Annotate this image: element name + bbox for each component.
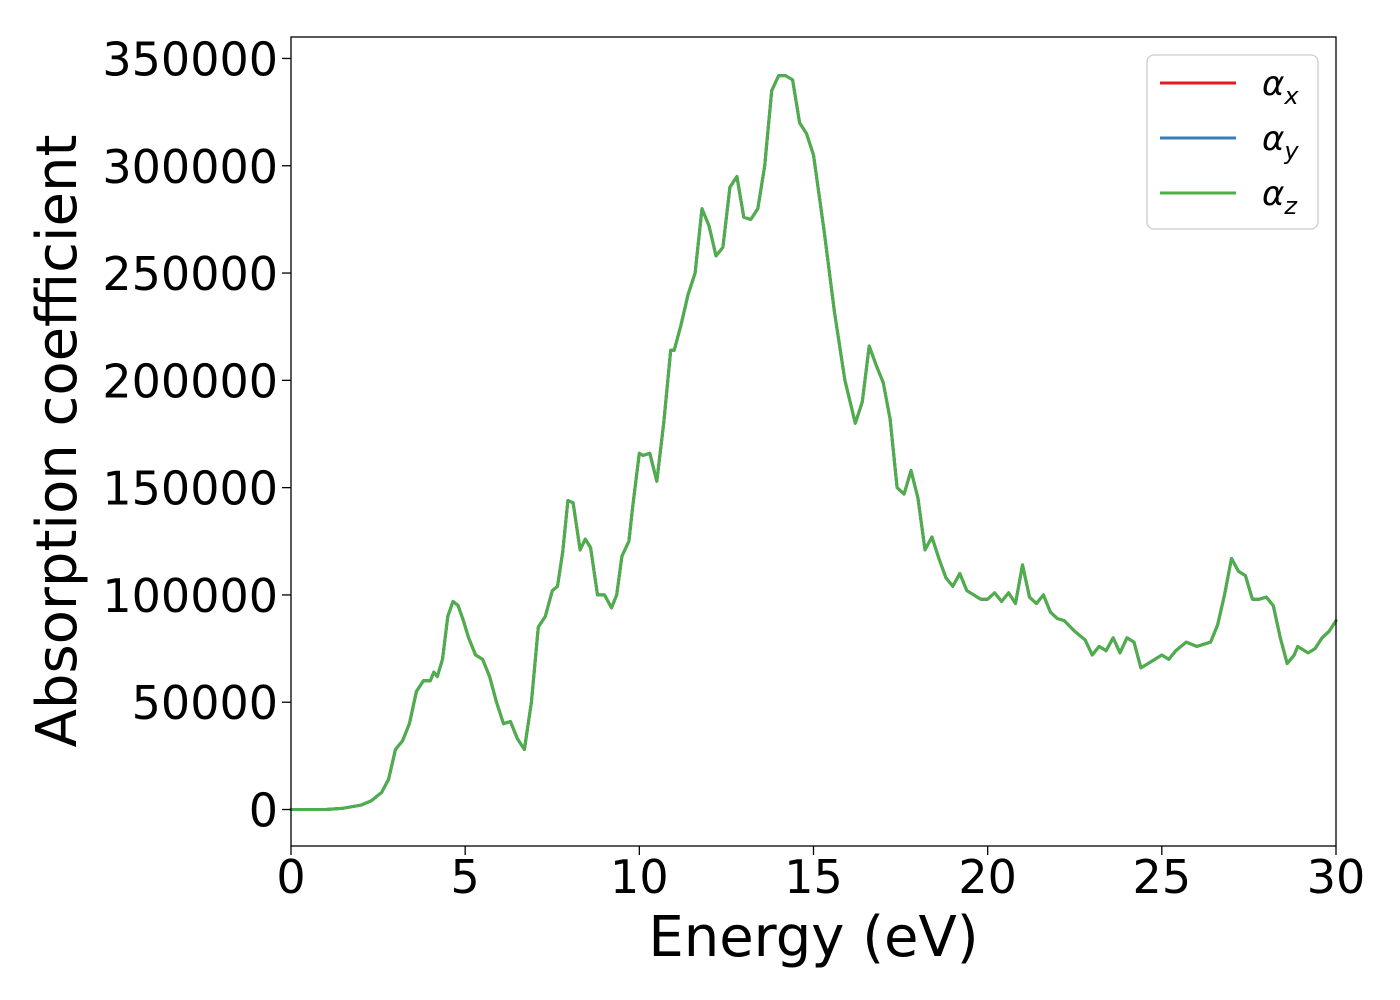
legend-subscript-z: z — [1283, 192, 1298, 220]
y-tick-label-0: 0 — [249, 784, 278, 838]
x-axis-label: Energy (eV) — [648, 905, 978, 970]
y-axis-label: Absorption coefficient — [25, 135, 90, 748]
y-tick-label-200000: 200000 — [102, 354, 278, 408]
series-layer — [289, 74, 1338, 811]
ticks-layer: 0 5 10 15 20 25 30 0 50000 100000 150000 200000 2500… — [102, 32, 1365, 904]
legend-label-z: αz — [1262, 174, 1298, 220]
x-tick-label-20: 20 — [958, 850, 1017, 904]
y-tick-label-350000: 350000 — [102, 32, 278, 86]
y-tick-label-150000: 150000 — [102, 462, 278, 516]
x-tick-label-0: 0 — [276, 850, 305, 904]
legend-symbol-z: α — [1262, 174, 1284, 214]
legend-symbol-x: α — [1262, 64, 1284, 104]
y-tick-label-250000: 250000 — [102, 247, 278, 301]
x-tick-label-30: 30 — [1307, 850, 1366, 904]
x-tick-label-10: 10 — [610, 850, 669, 904]
legend-box — [1146, 54, 1319, 230]
legend-label-y: αy — [1262, 119, 1299, 165]
legend-label-x: αx — [1262, 64, 1299, 110]
series-line-z — [289, 74, 1338, 811]
y-tick-label-300000: 300000 — [102, 140, 278, 194]
y-tick-label-50000: 50000 — [132, 676, 278, 730]
x-tick-label-15: 15 — [784, 850, 843, 904]
legend-symbol-y: α — [1262, 119, 1284, 159]
y-tick-label-100000: 100000 — [102, 569, 278, 623]
legend-subscript-y: y — [1283, 137, 1299, 165]
x-tick-label-25: 25 — [1133, 850, 1192, 904]
x-tick-label-5: 5 — [451, 850, 480, 904]
legend-subscript-x: x — [1283, 82, 1299, 110]
